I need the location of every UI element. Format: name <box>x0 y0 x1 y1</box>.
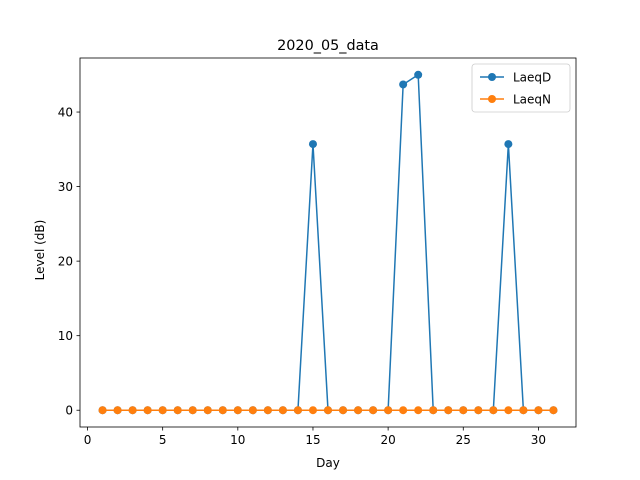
data-point-LaeqN <box>369 406 378 415</box>
y-tick-label: 0 <box>65 404 73 418</box>
data-point-LaeqN <box>293 406 302 415</box>
data-point-LaeqN <box>414 406 423 415</box>
data-point-LaeqN <box>173 406 182 415</box>
data-point-LaeqN <box>444 406 453 415</box>
y-tick-label: 10 <box>58 329 73 343</box>
x-tick-label: 0 <box>84 433 92 447</box>
x-tick-label: 25 <box>456 433 471 447</box>
data-point-LaeqN <box>519 406 528 415</box>
legend-label-LaeqN: LaeqN <box>513 92 551 106</box>
data-point-LaeqD <box>399 80 408 89</box>
data-point-LaeqN <box>218 406 227 415</box>
legend-marker-LaeqD <box>488 73 496 81</box>
data-point-LaeqN <box>98 406 107 415</box>
axes: 0 5 10 15 20 25 30 0 10 20 30 40 <box>58 57 577 447</box>
data-point-LaeqN <box>504 406 513 415</box>
legend-box <box>471 63 571 113</box>
data-point-LaeqN <box>278 406 287 415</box>
data-point-LaeqN <box>399 406 408 415</box>
x-tick-label: 15 <box>305 433 320 447</box>
data-point-LaeqN <box>549 406 558 415</box>
data-point-LaeqN <box>459 406 468 415</box>
data-point-LaeqN <box>474 406 483 415</box>
y-tick-label: 40 <box>58 105 73 119</box>
data-point-LaeqN <box>263 406 272 415</box>
data-point-LaeqN <box>128 406 137 415</box>
data-point-LaeqN <box>113 406 122 415</box>
y-tick-label: 30 <box>58 180 73 194</box>
data-point-LaeqN <box>534 406 543 415</box>
y-tick-label: 20 <box>58 254 73 268</box>
data-point-LaeqD <box>308 140 317 149</box>
data-point-LaeqN <box>384 406 393 415</box>
data-point-LaeqN <box>233 406 242 415</box>
x-axis-label: Day <box>316 456 340 470</box>
x-tick-label: 20 <box>380 433 395 447</box>
data-point-LaeqN <box>308 406 317 415</box>
data-point-LaeqN <box>324 406 332 415</box>
legend: LaeqD LaeqN <box>471 63 571 113</box>
x-tick-label: 5 <box>159 433 167 447</box>
legend-label-LaeqD: LaeqD <box>513 70 551 84</box>
data-point-LaeqN <box>143 406 152 415</box>
data-point-LaeqD <box>414 70 423 79</box>
plot-area <box>98 70 558 415</box>
legend-marker-LaeqN <box>488 95 496 103</box>
data-point-LaeqN <box>188 406 197 415</box>
x-tick-label: 10 <box>230 433 245 447</box>
data-point-LaeqN <box>354 406 363 415</box>
data-point-LaeqN <box>339 406 348 415</box>
data-point-LaeqN <box>158 406 167 415</box>
y-axis-label: Level (dB) <box>33 220 47 281</box>
chart-title: 2020_05_data <box>277 38 379 54</box>
data-point-LaeqN <box>429 406 438 415</box>
data-point-LaeqN <box>203 406 212 415</box>
data-point-LaeqN <box>489 406 498 415</box>
data-point-LaeqN <box>248 406 257 415</box>
x-tick-label: 30 <box>531 433 546 447</box>
axes-frame <box>79 57 577 428</box>
data-point-LaeqD <box>504 140 513 149</box>
